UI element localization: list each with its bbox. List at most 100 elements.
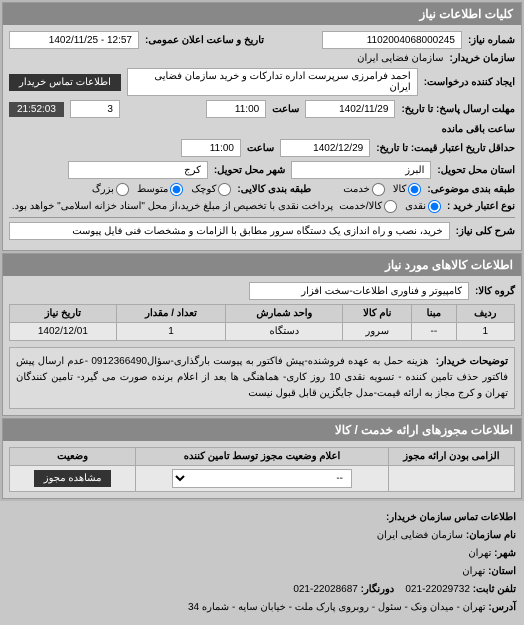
delivery-state-label: استان محل تحویل: <box>437 165 515 176</box>
gc-med-radio[interactable] <box>170 183 183 196</box>
main-info-header: کلیات اطلاعات نیاز <box>3 3 521 25</box>
gc-small-option[interactable]: کوچک <box>191 183 231 196</box>
gc-med-option[interactable]: متوسط <box>137 183 183 196</box>
pay-cash-option[interactable]: نقدی <box>405 200 441 213</box>
goods-panel: اطلاعات کالاهای مورد نیاز گروه کالا: کام… <box>2 253 522 416</box>
contact-header: اطلاعات تماس سازمان خریدار: <box>8 509 516 527</box>
deadline-date-field: 1402/11/29 <box>305 100 395 118</box>
pay-credit-radio[interactable] <box>384 200 397 213</box>
contact-org-label: نام سازمان: <box>466 530 516 541</box>
row-goods-group: گروه کالا: کامپیوتر و فناوری اطلاعات-سخت… <box>9 282 515 300</box>
license-row: -- مشاهده مجوز <box>10 466 515 492</box>
contact-fax-label: دورنگار: <box>361 584 395 595</box>
lic-col-state: وضعیت <box>10 448 136 466</box>
creator-label: ایجاد کننده درخواست: <box>424 77 515 88</box>
deadline-label: مهلت ارسال پاسخ: تا تاریخ: <box>401 104 515 115</box>
creator-field: احمد فرامرزی سرپرست اداره تدارکات و خرید… <box>127 68 418 96</box>
payment-radio-group: نقدی کالا/خدمت <box>339 200 441 213</box>
validity-time-field: 11:00 <box>181 139 241 157</box>
goods-group-label: گروه کالا: <box>475 286 515 297</box>
cat-goods-radio[interactable] <box>408 183 421 196</box>
pay-credit-option[interactable]: کالا/خدمت <box>339 200 397 213</box>
cell-qty: 1 <box>116 323 226 341</box>
validity-date-field: 1402/12/29 <box>280 139 370 157</box>
buyer-label: سازمان خریدار: <box>450 53 515 64</box>
contact-block: اطلاعات تماس سازمان خریدار: نام سازمان: … <box>0 501 524 625</box>
gc-large-option[interactable]: بزرگ <box>92 183 129 196</box>
cat-goods-option[interactable]: کالا <box>393 183 422 196</box>
cell-row: 1 <box>456 323 514 341</box>
need-title-label: شرح کلی نیاز: <box>456 226 515 237</box>
category-label: طبقه بندی موضوعی: <box>427 184 515 195</box>
col-base: مبنا <box>412 305 456 323</box>
gc-large-radio[interactable] <box>116 183 129 196</box>
license-header-row: الزامی بودن ارائه مجوز اعلام وضعیت مجوز … <box>10 448 515 466</box>
remain-days-field: 3 <box>70 100 120 118</box>
col-row: ردیف <box>456 305 514 323</box>
cell-unit: دستگاه <box>226 323 343 341</box>
countdown-timer: 21:52:03 <box>9 102 64 117</box>
buyer-note-box: توضیحات خریدار: هزینه حمل به عهده فروشند… <box>9 347 515 409</box>
contact-state-row: استان: تهران <box>8 563 516 581</box>
cell-name: سرور <box>343 323 412 341</box>
delivery-city-label: شهر محل تحویل: <box>214 165 286 176</box>
cell-date: 1402/12/01 <box>10 323 117 341</box>
pay-cash-radio[interactable] <box>428 200 441 213</box>
main-info-panel: کلیات اطلاعات نیاز شماره نیاز: 110200406… <box>2 2 522 251</box>
view-license-button[interactable]: مشاهده مجوز <box>34 470 112 487</box>
cat-service-option[interactable]: خدمت <box>343 183 385 196</box>
row-buyer: سازمان خریدار: سازمان فضایی ایران <box>9 53 515 64</box>
contact-org-row: نام سازمان: سازمان فضایی ایران <box>8 527 516 545</box>
goods-table: ردیف مبنا نام کالا واحد شمارش تعداد / مق… <box>9 304 515 341</box>
col-qty: تعداد / مقدار <box>116 305 226 323</box>
row-category: طبقه بندی موضوعی: کالا خدمت طبقه بندی کا… <box>9 183 515 196</box>
contact-addr-label: آدرس: <box>488 602 516 613</box>
separator <box>9 217 515 218</box>
announce-label: تاریخ و ساعت اعلان عمومی: <box>145 35 264 46</box>
goods-group-field: کامپیوتر و فناوری اطلاعات-سخت افزار <box>249 282 469 300</box>
contact-state-label: استان: <box>488 566 516 577</box>
remain-suffix: ساعت باقی مانده <box>442 124 515 135</box>
lic-col-status: اعلام وضعیت مجوز توسط تامین کننده <box>136 448 389 466</box>
contact-city-label: شهر: <box>494 548 516 559</box>
validity-label: حداقل تاریخ اعتبار قیمت: تا تاریخ: <box>376 143 515 154</box>
lic-cell-select: -- <box>136 466 389 492</box>
cell-base: -- <box>412 323 456 341</box>
contact-phone-label: تلفن ثابت: <box>473 584 516 595</box>
license-body: الزامی بودن ارائه مجوز اعلام وضعیت مجوز … <box>3 441 521 498</box>
contact-addr-row: آدرس: تهران - میدان ونک - سئول - روبروی … <box>8 599 516 617</box>
goods-table-header-row: ردیف مبنا نام کالا واحد شمارش تعداد / مق… <box>10 305 515 323</box>
lic-col-req: الزامی بودن ارائه مجوز <box>388 448 514 466</box>
main-info-body: شماره نیاز: 1102004068000245 تاریخ و ساع… <box>3 25 521 250</box>
lic-cell-req <box>388 466 514 492</box>
license-panel: اطلاعات مجوزهای ارائه خدمت / کالا الزامی… <box>2 418 522 499</box>
deadline-time-field: 11:00 <box>206 100 266 118</box>
contact-city-row: شهر: تهران <box>8 545 516 563</box>
license-status-select[interactable]: -- <box>172 469 352 488</box>
announce-field: 12:57 - 1402/11/25 <box>9 31 139 49</box>
payment-label: نوع اعتبار خرید : <box>447 201 515 212</box>
cat-service-radio[interactable] <box>372 183 385 196</box>
license-table: الزامی بودن ارائه مجوز اعلام وضعیت مجوز … <box>9 447 515 492</box>
row-validity: حداقل تاریخ اعتبار قیمت: تا تاریخ: 1402/… <box>9 139 515 157</box>
row-need-title: شرح کلی نیاز: خرید، نصب و راه اندازی یک … <box>9 222 515 240</box>
contact-buyer-button[interactable]: اطلاعات تماس خریدار <box>9 74 121 91</box>
deadline-time-label: ساعت <box>272 104 299 115</box>
reqno-field: 1102004068000245 <box>322 31 462 49</box>
table-row: 1 -- سرور دستگاه 1 1402/12/01 <box>10 323 515 341</box>
delivery-state-field: البرز <box>291 161 431 179</box>
need-title-field: خرید، نصب و راه اندازی یک دستگاه سرور مط… <box>9 222 450 240</box>
license-header: اطلاعات مجوزهای ارائه خدمت / کالا <box>3 419 521 441</box>
category-radio-group: کالا خدمت <box>343 183 421 196</box>
row-creator: ایجاد کننده درخواست: احمد فرامرزی سرپرست… <box>9 68 515 96</box>
contact-addr: تهران - میدان ونک - سئول - روبروی پارک م… <box>188 602 486 613</box>
gc-small-radio[interactable] <box>218 183 231 196</box>
buyer-value: سازمان فضایی ایران <box>357 53 443 64</box>
good-cat-label: طبقه بندی کالایی: <box>237 184 311 195</box>
buyer-note-text: هزینه حمل به عهده فروشنده-پیش فاکتور به … <box>16 356 508 399</box>
row-payment: نوع اعتبار خرید : نقدی کالا/خدمت پرداخت … <box>9 200 515 213</box>
col-unit: واحد شمارش <box>226 305 343 323</box>
row-delivery: استان محل تحویل: البرز شهر محل تحویل: کر… <box>9 161 515 179</box>
row-reqno: شماره نیاز: 1102004068000245 تاریخ و ساع… <box>9 31 515 49</box>
contact-phone: 22029732-021 <box>405 584 470 595</box>
